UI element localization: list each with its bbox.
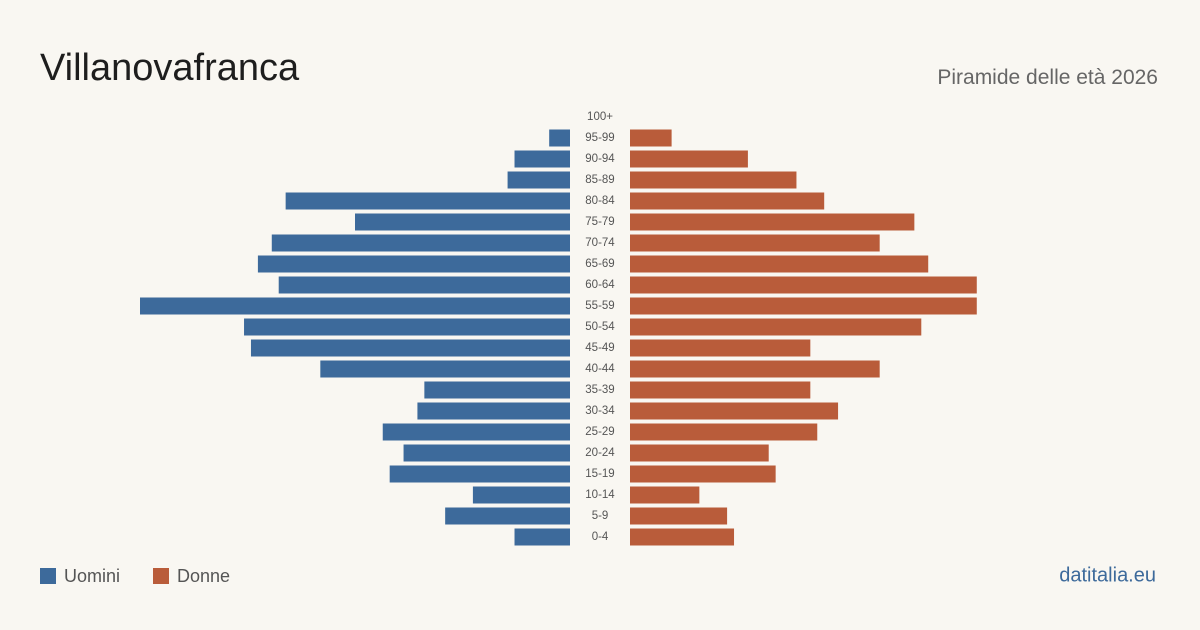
- age-label: 20-24: [585, 447, 615, 459]
- legend-swatch: [153, 568, 169, 584]
- age-label: 30-34: [585, 405, 615, 417]
- age-label: 95-99: [585, 132, 614, 144]
- chart-title: Villanovafranca: [40, 47, 300, 89]
- bar: [244, 318, 570, 336]
- legend-label: Uomini: [64, 566, 120, 586]
- bar: [630, 129, 672, 147]
- bar: [630, 234, 880, 252]
- age-label: 15-19: [585, 468, 614, 480]
- age-label: 70-74: [585, 237, 615, 249]
- age-label: 90-94: [585, 153, 615, 165]
- chart-subtitle: Piramide delle età 2026: [937, 66, 1158, 89]
- bar: [514, 528, 570, 546]
- bar: [285, 192, 570, 210]
- bar: [403, 444, 570, 462]
- age-label: 40-44: [585, 363, 615, 375]
- bar: [630, 528, 735, 546]
- bar: [630, 381, 811, 399]
- bar: [630, 318, 922, 336]
- bar: [250, 339, 570, 357]
- age-label: 80-84: [585, 195, 615, 207]
- age-label: 75-79: [585, 216, 614, 228]
- bar: [257, 255, 570, 273]
- age-label: 45-49: [585, 342, 614, 354]
- bar: [507, 171, 570, 189]
- bar: [445, 507, 570, 525]
- age-label: 55-59: [585, 300, 614, 312]
- bar: [630, 507, 728, 525]
- bar: [271, 234, 570, 252]
- age-label: 50-54: [585, 321, 615, 333]
- age-label: 100+: [587, 111, 613, 123]
- bar: [630, 423, 818, 441]
- bar: [389, 465, 570, 483]
- bar: [382, 423, 570, 441]
- bar: [630, 276, 977, 294]
- bar: [630, 297, 977, 315]
- bar: [630, 444, 769, 462]
- bar: [355, 213, 570, 231]
- bar: [630, 465, 776, 483]
- bar: [278, 276, 570, 294]
- age-label: 65-69: [585, 258, 614, 270]
- bar: [630, 213, 915, 231]
- age-label: 35-39: [585, 384, 614, 396]
- age-label: 60-64: [585, 279, 615, 291]
- bar: [630, 486, 700, 504]
- legend-swatch: [40, 568, 56, 584]
- bar: [630, 255, 929, 273]
- bar: [472, 486, 570, 504]
- source: datitalia.eu: [1059, 564, 1156, 586]
- bar: [140, 297, 570, 315]
- bar: [417, 402, 570, 420]
- age-label: 85-89: [585, 174, 614, 186]
- bar: [514, 150, 570, 168]
- age-label: 0-4: [592, 531, 609, 543]
- bar: [630, 360, 880, 378]
- bar: [630, 402, 839, 420]
- bar: [630, 339, 811, 357]
- legend-label: Donne: [177, 566, 230, 586]
- bar: [549, 129, 570, 147]
- bar: [630, 192, 825, 210]
- bar: [424, 381, 570, 399]
- age-label: 5-9: [592, 510, 609, 522]
- bar: [630, 171, 797, 189]
- bar: [630, 150, 748, 168]
- age-label: 10-14: [585, 489, 615, 501]
- age-label: 25-29: [585, 426, 614, 438]
- bar: [320, 360, 570, 378]
